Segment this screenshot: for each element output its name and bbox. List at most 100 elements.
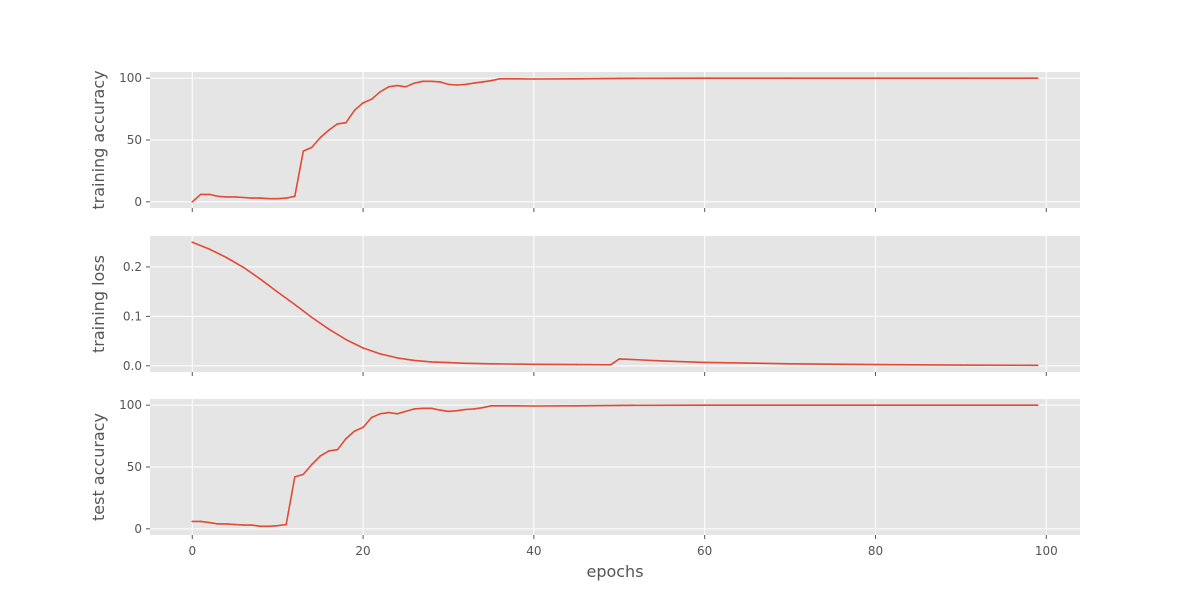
data-point — [703, 77, 706, 79]
data-point — [302, 150, 305, 152]
data-point — [217, 523, 219, 525]
data-point — [319, 136, 322, 139]
data-point — [789, 404, 791, 406]
y-tick-label: 50 — [127, 133, 142, 147]
data-point — [276, 291, 279, 293]
panel-2: 0.0 0.1 0.2 training loss — [89, 236, 1080, 376]
data-point — [490, 363, 492, 365]
data-point — [370, 416, 373, 419]
data-point — [268, 525, 270, 528]
data-point — [311, 146, 313, 149]
data-point — [259, 525, 262, 528]
data-point — [251, 197, 253, 199]
y-tick-label: 100 — [119, 398, 142, 412]
data-point — [575, 363, 578, 366]
data-point — [464, 83, 467, 86]
x-tick-label: 80 — [868, 544, 883, 558]
x-axis-label: epochs — [586, 562, 643, 581]
data-point — [439, 409, 441, 411]
data-point — [396, 413, 399, 415]
data-point — [336, 123, 339, 125]
data-point — [387, 411, 390, 414]
data-point — [353, 109, 356, 112]
data-point — [259, 278, 262, 281]
data-point — [618, 358, 621, 360]
data-point — [413, 359, 416, 362]
data-point — [413, 408, 416, 410]
data-point — [789, 77, 791, 79]
data-point — [960, 364, 962, 366]
data-point — [225, 523, 228, 525]
data-point — [422, 80, 424, 83]
y-tick-label: 50 — [127, 460, 142, 474]
data-point — [319, 455, 322, 457]
y-axis-label: training accuracy — [89, 70, 108, 209]
data-point — [302, 473, 305, 476]
data-point — [430, 407, 433, 410]
data-point — [242, 196, 245, 199]
data-point — [464, 408, 467, 411]
data-point — [345, 437, 347, 440]
data-point — [960, 404, 962, 406]
data-point — [328, 450, 330, 452]
y-tick-label: 0.1 — [123, 309, 142, 323]
data-point — [618, 404, 621, 407]
data-point — [251, 524, 253, 526]
data-point — [217, 195, 219, 198]
y-axis-label: training loss — [89, 255, 108, 353]
data-point — [439, 81, 441, 83]
data-point — [191, 201, 194, 203]
data-point — [533, 405, 535, 407]
data-point — [456, 409, 458, 412]
data-point — [362, 347, 364, 349]
data-point — [208, 248, 211, 250]
data-point — [336, 448, 339, 451]
data-point — [379, 90, 381, 93]
data-point — [379, 353, 381, 355]
data-point — [311, 316, 313, 319]
data-point — [789, 363, 791, 365]
data-point — [345, 121, 347, 124]
data-point — [328, 328, 330, 331]
data-point — [200, 193, 202, 196]
y-tick-label: 0.2 — [123, 260, 142, 274]
data-point — [362, 426, 364, 429]
data-point — [370, 98, 373, 100]
panels-layer: 0 50 100 training accuracy 0.0 0.1 0.2 training… — [89, 70, 1080, 558]
data-point — [276, 197, 279, 200]
data-point — [345, 338, 347, 341]
data-point — [430, 80, 433, 83]
data-point — [379, 413, 381, 415]
data-point — [353, 430, 356, 432]
x-tick-label: 20 — [355, 544, 370, 558]
data-point — [234, 523, 236, 526]
series-line — [192, 404, 1038, 528]
data-point — [396, 84, 399, 87]
data-point — [268, 197, 270, 200]
data-point — [404, 86, 407, 88]
data-point — [285, 523, 288, 526]
data-point — [200, 520, 202, 523]
data-point — [234, 196, 236, 198]
data-point — [404, 410, 407, 413]
data-point — [533, 78, 535, 80]
data-point — [490, 79, 492, 82]
data-point — [1036, 77, 1039, 79]
data-point — [191, 241, 194, 243]
data-point — [874, 77, 877, 79]
data-point — [473, 408, 475, 410]
data-point — [960, 77, 962, 79]
data-point — [285, 197, 288, 199]
data-point — [464, 362, 467, 365]
x-tick-label: 100 — [1035, 544, 1058, 558]
data-point — [447, 410, 450, 413]
data-point — [225, 196, 228, 198]
data-point — [396, 357, 399, 359]
data-point — [422, 407, 424, 410]
panel-1: 0 50 100 training accuracy — [89, 70, 1080, 212]
y-axis-label: test accuracy — [89, 413, 108, 521]
data-point — [874, 363, 877, 366]
y-tick-label: 0.0 — [123, 359, 142, 373]
data-point — [456, 84, 458, 86]
series-line — [192, 241, 1038, 367]
